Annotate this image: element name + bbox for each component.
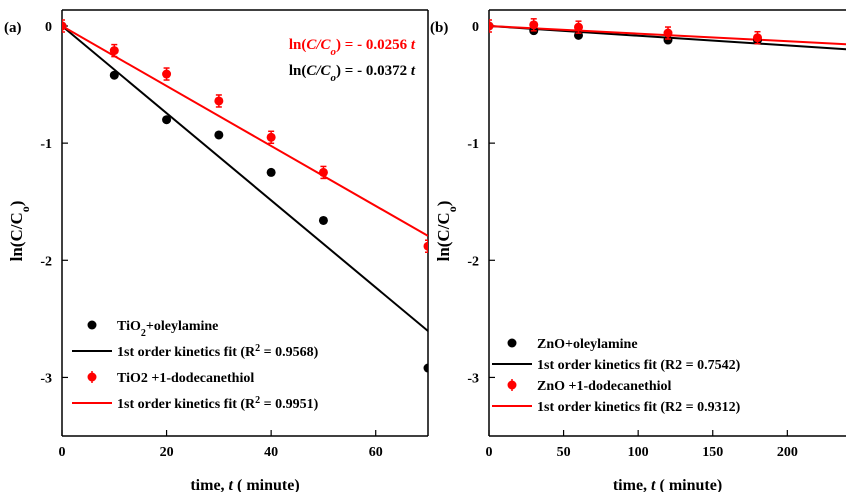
data-point-series2 [753,33,762,43]
equation-1: ln(C/Co) = - 0.0256 t [289,37,416,58]
data-point-series2 [663,28,673,38]
x-tick-label: 200 [777,445,798,460]
legend-marker [507,338,517,348]
legend: ZnO+oleylamine 1st order kinetics fit (R2… [492,337,741,415]
data-point-series2 [266,132,276,142]
legend-label: 1st order kinetics fit (R2 = 0.9312) [537,400,741,415]
data-point-series1 [663,35,673,45]
legend-marker [87,372,97,382]
y-tick-label: -2 [40,254,52,269]
panel-label: (a) [4,20,22,36]
data-point-series1 [266,167,276,177]
legend-marker [87,320,97,330]
data-point-series1 [162,115,172,125]
y-tick-label: 0 [45,20,52,35]
legend-label: 1st order kinetics fit (R2 = 0.7542) [537,358,741,373]
data-point-series2 [574,22,583,32]
plot-area [62,19,428,373]
data-point-series1 [423,363,428,373]
y-tick-label: -1 [467,137,479,152]
data-point-series2 [62,21,67,31]
x-tick-label: 20 [160,445,174,460]
legend-marker [507,380,517,390]
x-tick-label: 50 [557,445,571,460]
x-tick-label: 150 [702,445,723,460]
panel-a: (a) 0 -1 -2 -3 0 20 40 60 time, t ( minute) ln(C/C… [4,9,429,492]
y-tick-label: -3 [40,371,52,386]
y-tick-label: -3 [467,371,479,386]
panel-b: (b) 0 -1 -2 -3 0 50 100 150 200 time, t ( minute) l… [430,9,846,492]
data-point-series1 [318,215,328,225]
x-tick-label: 60 [369,445,383,460]
data-point-series2 [214,96,224,106]
legend-label: ZnO +1-dodecanethiol [537,379,671,394]
x-tick-label: 0 [59,445,66,460]
data-point-series2 [529,20,539,30]
legend-label: ZnO+oleylamine [537,337,638,352]
data-point-series2 [162,69,172,79]
data-point-series1 [214,130,224,140]
data-point-series2 [423,241,428,251]
fit-line-2 [62,25,428,237]
panel-label: (b) [430,20,448,36]
data-point-series2 [489,21,494,31]
equation-2: ln(C/Co) = - 0.0372 t [289,63,416,84]
legend-label: 1st order kinetics fit (R2 = 0.9951) [117,395,319,413]
legend: TiO2+oleylamine 1st order kinetics fit (R… [72,319,319,412]
fit-line-1 [62,25,428,332]
legend-label: TiO2+oleylamine [117,319,218,339]
x-tick-label: 0 [486,445,493,460]
x-tick-label: 40 [264,445,278,460]
x-axis-label: time, t ( minute) [613,477,722,492]
data-point-series2 [109,46,119,56]
data-point-series1 [109,70,119,80]
x-tick-label: 100 [628,445,649,460]
y-tick-label: -2 [467,254,479,269]
y-axis-label: ln(C/Co) [434,201,459,262]
y-tick-label: 0 [472,20,479,35]
data-point-series2 [318,167,328,177]
y-axis-label: ln(C/Co) [7,201,32,262]
legend-label: TiO2 +1-dodecanethiol [117,371,254,386]
legend-label: 1st order kinetics fit (R2 = 0.9568) [117,343,319,361]
plot-area [489,18,846,51]
y-tick-label: -1 [40,137,52,152]
x-axis-label: time, t ( minute) [190,477,299,492]
